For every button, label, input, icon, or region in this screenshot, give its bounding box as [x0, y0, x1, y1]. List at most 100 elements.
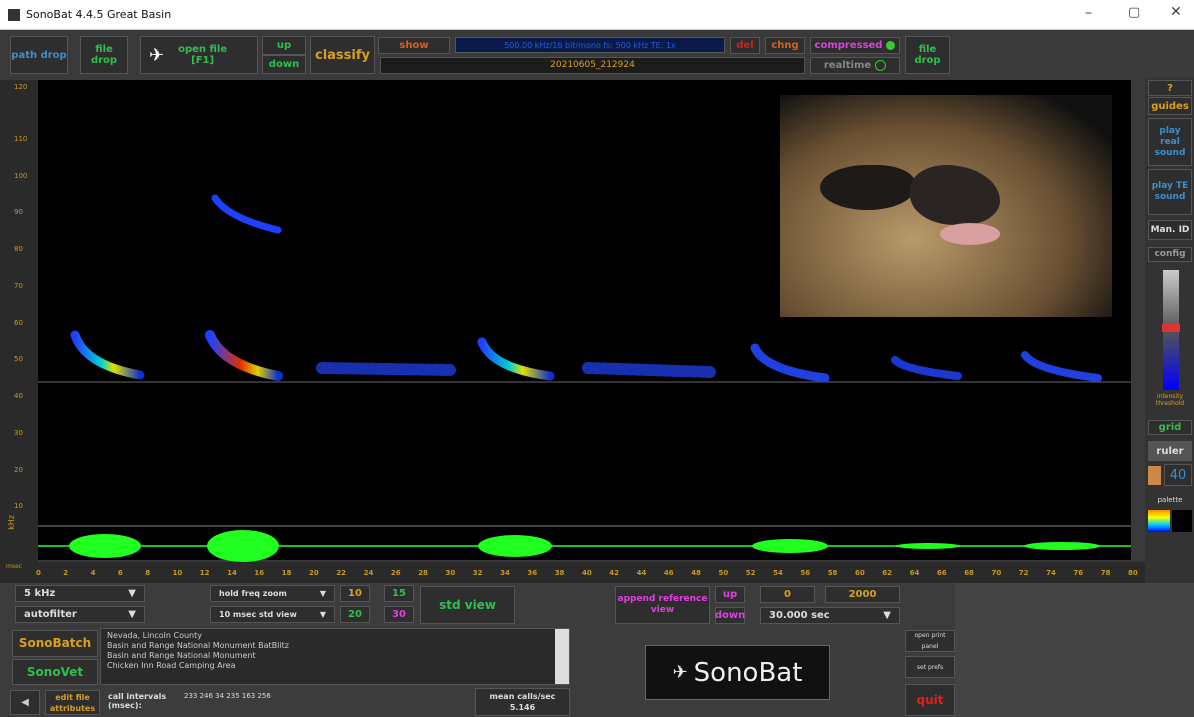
- y-tick-label: 90: [14, 208, 23, 216]
- autofilter-label: autofilter: [24, 609, 77, 620]
- play-real[interactable]: play real sound: [1148, 118, 1192, 166]
- y-tick-label: 40: [14, 392, 23, 400]
- title-bar: SonoBat 4.4.5 Great Basin – ▢ ✕: [0, 0, 1194, 30]
- std-view-ms-label: 10 msec std view: [219, 609, 297, 620]
- autofilter-dropdown[interactable]: autofilter▼: [15, 606, 145, 623]
- quit[interactable]: quit: [905, 684, 955, 716]
- hold-zoom-dropdown[interactable]: hold freq zoom▼: [210, 585, 335, 602]
- x-tick-label: 58: [828, 569, 838, 577]
- grid[interactable]: grid: [1148, 420, 1192, 435]
- up-button[interactable]: up: [715, 586, 745, 603]
- x-tick-label: 6: [118, 569, 123, 577]
- n20[interactable]: 20: [340, 606, 370, 623]
- open-file[interactable]: ✈ open file[F1]: [140, 36, 258, 74]
- x-tick-label: 26: [391, 569, 401, 577]
- note-line: Chicken Inn Road Camping Area: [107, 661, 563, 671]
- print-panel[interactable]: open print panel: [905, 630, 955, 652]
- filename: 20210605_212924: [380, 57, 805, 74]
- freq-label: 5 kHz: [24, 588, 55, 599]
- duration-label: 30.000 sec: [769, 610, 830, 621]
- palette-label: palette: [1148, 496, 1192, 504]
- end-field[interactable]: 2000: [825, 586, 900, 603]
- note-line: Basin and Range National Monument: [107, 651, 563, 661]
- x-tick-label: 68: [964, 569, 974, 577]
- speaker[interactable]: ◀: [10, 690, 40, 715]
- x-tick-label: 62: [882, 569, 892, 577]
- x-axis-label: msec: [6, 563, 22, 570]
- edit-attributes[interactable]: edit file attributes: [45, 690, 100, 715]
- std-view[interactable]: std view: [420, 586, 515, 624]
- mouth: [940, 223, 1000, 245]
- x-tick-label: 46: [664, 569, 674, 577]
- freq-dropdown[interactable]: 5 kHz▼: [15, 585, 145, 602]
- slider-knob[interactable]: [1162, 324, 1180, 332]
- n10[interactable]: 10: [340, 585, 370, 602]
- ruler-value[interactable]: 40: [1164, 464, 1192, 486]
- chng[interactable]: chng: [765, 37, 805, 54]
- note-line: Basin and Range National Monument BatBli…: [107, 641, 563, 651]
- x-tick-label: 60: [855, 569, 865, 577]
- show[interactable]: show: [378, 37, 450, 54]
- play-te[interactable]: play TE sound: [1148, 169, 1192, 215]
- classify[interactable]: classify: [310, 36, 375, 74]
- palette-swatch[interactable]: [1172, 510, 1192, 532]
- duration-dropdown[interactable]: 30.000 sec▼: [760, 607, 900, 624]
- x-tick-label: 76: [1073, 569, 1083, 577]
- n15[interactable]: 15: [384, 585, 414, 602]
- window-title: SonoBat 4.4.5 Great Basin: [26, 8, 171, 21]
- threshold-slider[interactable]: [1163, 270, 1179, 390]
- append-reference-view[interactable]: append reference view: [615, 586, 710, 624]
- scrollbar[interactable]: [555, 629, 569, 684]
- std-view-dropdown[interactable]: 10 msec std view▼: [210, 606, 335, 623]
- up-button[interactable]: up: [262, 36, 306, 55]
- ruler-spin[interactable]: [1148, 466, 1161, 485]
- file-drop[interactable]: file drop: [80, 36, 128, 74]
- oscillogram: [38, 527, 1131, 560]
- y-tick-label: 110: [14, 135, 27, 143]
- close[interactable]: ✕: [1170, 4, 1182, 20]
- mean-calls-value: 5.146: [510, 702, 535, 713]
- x-tick-label: 18: [282, 569, 292, 577]
- x-tick-label: 64: [910, 569, 920, 577]
- man-id[interactable]: Man. ID: [1148, 220, 1192, 240]
- ruler[interactable]: ruler: [1148, 441, 1192, 461]
- x-tick-label: 4: [91, 569, 96, 577]
- call-intervals-label: call intervals (msec):: [108, 692, 178, 710]
- palette-swatch[interactable]: [1148, 510, 1170, 532]
- x-tick-label: 70: [992, 569, 1002, 577]
- minimize[interactable]: –: [1085, 5, 1092, 21]
- hold-zoom-label: hold freq zoom: [219, 588, 287, 599]
- config[interactable]: config: [1148, 247, 1192, 262]
- y-tick-label: 80: [14, 245, 23, 253]
- x-tick-label: 78: [1101, 569, 1111, 577]
- indicator: [875, 60, 886, 71]
- bat-photo: [780, 95, 1112, 317]
- bat-icon: ✈: [149, 50, 164, 61]
- open-file-label: open file: [178, 44, 227, 55]
- compressed-label: compressed: [815, 40, 883, 51]
- maximize[interactable]: ▢: [1128, 5, 1140, 20]
- compressed[interactable]: compressed: [810, 37, 900, 54]
- help[interactable]: ?: [1148, 80, 1192, 96]
- path-drop[interactable]: path drop: [10, 36, 68, 74]
- x-tick-label: 74: [1046, 569, 1056, 577]
- x-tick-label: 14: [227, 569, 237, 577]
- del[interactable]: del: [730, 37, 760, 54]
- app-icon: [8, 9, 20, 21]
- start-field[interactable]: 0: [760, 586, 815, 603]
- y-tick-label: 60: [14, 319, 23, 327]
- sonobatch[interactable]: SonoBatch: [12, 630, 98, 657]
- x-tick-label: 40: [582, 569, 592, 577]
- x-tick-label: 34: [500, 569, 510, 577]
- down-button[interactable]: down: [715, 607, 745, 624]
- guides[interactable]: guides: [1148, 97, 1192, 115]
- prefs[interactable]: set prefs: [905, 656, 955, 678]
- realtime[interactable]: realtime: [810, 57, 900, 74]
- sonovet[interactable]: SonoVet: [12, 659, 98, 685]
- status-display: 500.00 kHz/16 bit/mono fs: 500 kHz TE: 1…: [455, 37, 725, 53]
- down-button[interactable]: down: [262, 55, 306, 74]
- file-drop-right[interactable]: file drop: [905, 36, 950, 74]
- n30[interactable]: 30: [384, 606, 414, 623]
